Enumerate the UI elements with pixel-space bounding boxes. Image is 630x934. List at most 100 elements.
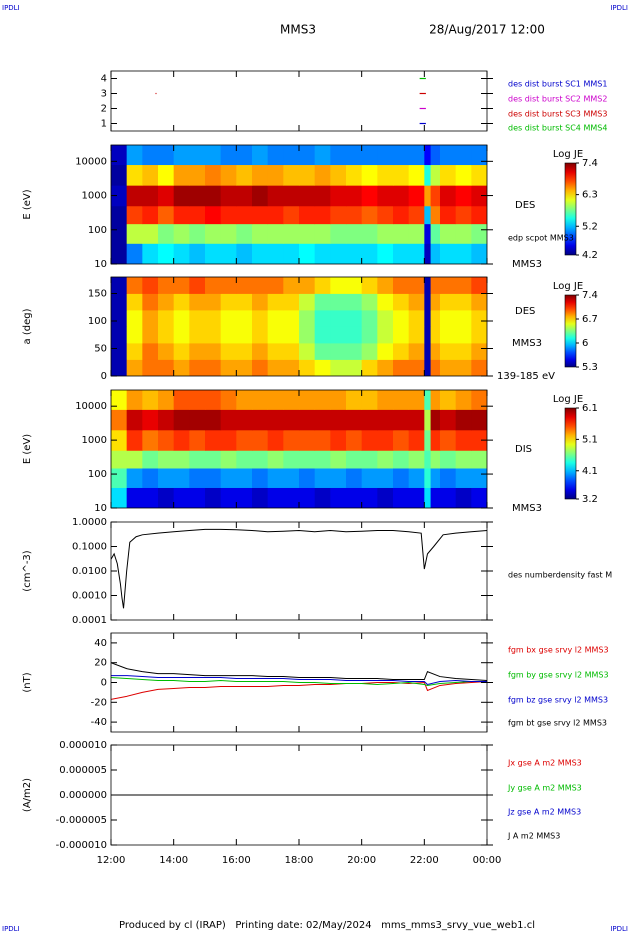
heatmap-cell	[393, 343, 410, 360]
heatmap-cell	[393, 145, 410, 166]
y-tick-label: 100	[88, 469, 107, 480]
heatmap-cell	[205, 326, 222, 344]
plot-frame	[110, 70, 488, 132]
heatmap-cell	[111, 450, 128, 469]
heatmap-cell	[142, 164, 159, 186]
heatmap-cell	[126, 310, 143, 327]
heatmap-cell	[393, 429, 410, 451]
heatmap-cell	[299, 205, 316, 225]
heatmap-cell	[471, 164, 487, 186]
heatmap-cell	[377, 164, 394, 186]
heatmap-cell	[471, 185, 487, 207]
heatmap-cell	[173, 164, 190, 186]
heatmap-cell	[252, 277, 269, 294]
heatmap-cell	[455, 164, 472, 186]
heatmap-cell	[299, 487, 316, 508]
panel: Log JE 5.3 6 6.7 7.4 DES MMS3 139-185 eV 0 50 100 1…	[22, 276, 598, 382]
heatmap-cell	[430, 468, 441, 488]
heatmap-cell	[377, 450, 394, 469]
heatmap-cell	[173, 343, 190, 360]
y-tick-label: 0	[101, 678, 107, 689]
heatmap-cell	[236, 409, 253, 431]
heatmap-cell	[236, 223, 253, 244]
colorbar-tick-label: 4.1	[582, 466, 598, 477]
heatmap-cell	[455, 277, 472, 294]
heatmap-cell	[424, 359, 431, 376]
heatmap-cell	[330, 450, 347, 469]
heatmap-cell	[314, 243, 331, 264]
heatmap-cell	[430, 429, 441, 451]
heatmap-cell	[220, 293, 237, 311]
heatmap-cell	[158, 164, 175, 186]
heatmap-cell	[471, 409, 487, 431]
heatmap-cell	[377, 409, 394, 431]
heatmap-cell	[189, 450, 206, 469]
heatmap-cell	[299, 390, 316, 410]
heatmap-cell	[252, 359, 269, 376]
heatmap-cell	[455, 429, 472, 451]
heatmap-cell	[346, 429, 363, 451]
heatmap-cell	[111, 243, 128, 264]
heatmap-cell	[361, 145, 378, 166]
heatmap-cell	[440, 243, 457, 264]
y-tick-label: 0	[101, 371, 107, 382]
heatmap-cell	[455, 326, 472, 344]
line-series	[111, 677, 487, 686]
heatmap-cell	[440, 223, 457, 244]
heatmap-cell	[236, 293, 253, 311]
legend-entry: fgm bt gse srvy l2 MMS3	[508, 719, 607, 728]
heatmap-cell	[361, 164, 378, 186]
heatmap-cell	[330, 390, 347, 410]
heatmap-cell	[236, 359, 253, 376]
heatmap-cell	[189, 326, 206, 344]
heatmap-cell	[299, 145, 316, 166]
heatmap-cell	[252, 326, 269, 344]
corner-label: IPDLI	[610, 925, 628, 933]
heatmap-cell	[236, 277, 253, 294]
heatmap-cell	[440, 164, 457, 186]
heatmap-cell	[220, 164, 237, 186]
heatmap-cell	[430, 359, 441, 376]
heatmap-cell	[377, 487, 394, 508]
heatmap-cell	[346, 359, 363, 376]
heatmap-cell	[346, 145, 363, 166]
x-tick-label: 16:00	[222, 855, 251, 866]
heatmap-cell	[299, 277, 316, 294]
y-tick-label: 1000	[82, 435, 107, 446]
panel: Log JE 4.2 5.2 6.3 7.4 DES edp scpot MMS3 MMS3 1…	[22, 144, 598, 270]
y-tick-label: 20	[94, 658, 107, 669]
heatmap-cell	[173, 223, 190, 244]
heatmap-cell	[299, 293, 316, 311]
heatmap-cell	[346, 450, 363, 469]
heatmap-cell	[471, 429, 487, 451]
heatmap-cell	[361, 390, 378, 410]
heatmap-cell	[346, 164, 363, 186]
heatmap-cell	[252, 293, 269, 311]
heatmap-cell	[430, 487, 441, 508]
colorbar-tick-label: 6.1	[582, 403, 598, 414]
heatmap-cell	[393, 450, 410, 469]
heatmap-cell	[424, 409, 431, 431]
heatmap-cell	[189, 359, 206, 376]
heatmap-cell	[189, 487, 206, 508]
heatmap-cell	[430, 390, 441, 410]
annotation: MMS3	[512, 503, 542, 514]
heatmap-cell	[393, 468, 410, 488]
heatmap-cell	[267, 243, 284, 264]
heatmap-cell	[173, 243, 190, 264]
heatmap-cell	[471, 343, 487, 360]
heatmap-cell	[455, 409, 472, 431]
heatmap-cell	[299, 359, 316, 376]
heatmap-cell	[440, 326, 457, 344]
heatmap-cell	[236, 310, 253, 327]
heatmap-cell	[283, 205, 300, 225]
heatmap-cell	[424, 164, 431, 186]
heatmap-cell	[236, 468, 253, 488]
x-tick-label: 22:00	[410, 855, 439, 866]
heatmap-cell	[455, 145, 472, 166]
heatmap-cell	[205, 343, 222, 360]
heatmap-cell	[408, 326, 425, 344]
y-tick-label: 0.0001	[72, 615, 107, 626]
heatmap-cell	[361, 359, 378, 376]
heatmap-cell	[205, 310, 222, 327]
